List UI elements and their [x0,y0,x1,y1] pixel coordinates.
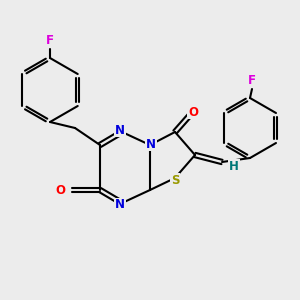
Text: N: N [146,137,156,151]
Text: O: O [188,106,198,118]
Text: F: F [46,34,54,47]
Text: N: N [115,199,125,212]
Text: F: F [248,74,256,88]
Text: H: H [229,160,239,172]
Text: S: S [171,173,179,187]
Text: O: O [55,184,65,196]
Text: N: N [115,124,125,136]
